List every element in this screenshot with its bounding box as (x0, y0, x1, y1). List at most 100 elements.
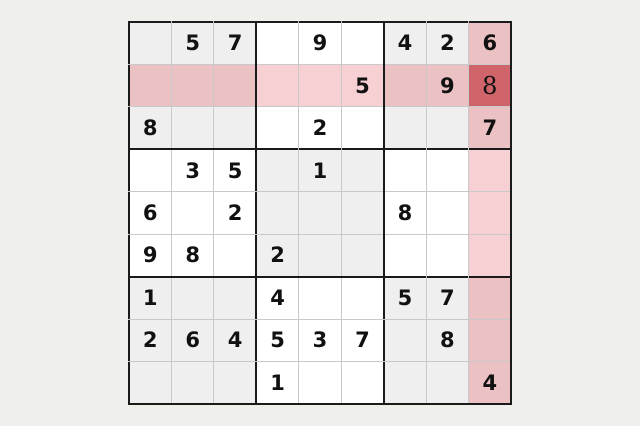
cell-r8c8[interactable]: 8 (426, 319, 469, 362)
cell-r6c2[interactable]: 8 (171, 234, 214, 277)
cell-r4c4[interactable] (256, 149, 299, 192)
given-digit: 6 (185, 328, 200, 353)
cell-r4c2[interactable]: 3 (171, 149, 214, 192)
cell-r1c7[interactable]: 4 (383, 22, 427, 65)
cell-r7c9[interactable] (468, 276, 511, 320)
cell-r6c9[interactable] (468, 234, 511, 277)
cell-r7c1[interactable]: 1 (129, 276, 172, 320)
given-digit: 6 (142, 200, 158, 225)
given-digit: 2 (227, 200, 243, 225)
cell-r2c1[interactable] (129, 64, 172, 107)
cell-r3c5[interactable]: 2 (298, 106, 342, 150)
cell-r4c9[interactable] (468, 149, 511, 192)
cell-r6c4[interactable]: 2 (256, 234, 299, 277)
cell-r4c1[interactable] (129, 149, 172, 192)
cell-r5c8[interactable] (426, 191, 469, 235)
cell-r4c6[interactable] (341, 149, 384, 192)
cell-r7c8[interactable]: 7 (426, 276, 469, 320)
cell-r1c5[interactable]: 9 (298, 22, 342, 65)
given-digit: 2 (312, 116, 328, 141)
given-digit: 2 (270, 243, 285, 268)
cell-r2c3[interactable] (213, 64, 257, 107)
cell-r5c7[interactable]: 8 (383, 191, 427, 235)
cell-r4c8[interactable] (426, 149, 469, 192)
cell-r9c2[interactable] (171, 361, 214, 404)
cell-grid-line (128, 361, 512, 363)
cell-r1c2[interactable]: 5 (171, 22, 214, 65)
cell-r6c8[interactable] (426, 234, 469, 277)
cell-r9c1[interactable] (129, 361, 172, 404)
cell-r1c4[interactable] (256, 22, 299, 65)
cell-r5c3[interactable]: 2 (213, 191, 257, 235)
cell-r8c5[interactable]: 3 (298, 319, 342, 362)
cell-r4c5[interactable]: 1 (298, 149, 342, 192)
cell-r4c7[interactable] (383, 149, 427, 192)
cell-r3c2[interactable] (171, 106, 214, 150)
cell-r1c9[interactable]: 6 (468, 22, 511, 65)
cell-r1c6[interactable] (341, 22, 384, 65)
cell-r8c6[interactable]: 7 (341, 319, 384, 362)
cell-r6c6[interactable] (341, 234, 384, 277)
cell-r8c4[interactable]: 5 (256, 319, 299, 362)
cell-r7c7[interactable]: 5 (383, 276, 427, 320)
cell-r7c2[interactable] (171, 276, 214, 320)
given-digit: 1 (270, 370, 285, 395)
cell-grid-line (425, 21, 427, 405)
cell-r3c1[interactable]: 8 (129, 106, 172, 150)
cell-r2c7[interactable] (383, 64, 427, 107)
box-border-line (510, 21, 512, 405)
cell-r7c5[interactable] (298, 276, 342, 320)
cell-r9c8[interactable] (426, 361, 469, 404)
cell-r3c3[interactable] (213, 106, 257, 150)
cell-r5c1[interactable]: 6 (129, 191, 172, 235)
cell-r8c1[interactable]: 2 (129, 319, 172, 362)
cell-r9c3[interactable] (213, 361, 257, 404)
given-digit: 9 (312, 31, 328, 56)
cell-r9c9[interactable]: 4 (468, 361, 511, 404)
cell-grid-line (128, 106, 512, 108)
cell-r5c5[interactable] (298, 191, 342, 235)
cell-r2c5[interactable] (298, 64, 342, 107)
cell-r1c1[interactable] (129, 22, 172, 65)
cell-r6c3[interactable] (213, 234, 257, 277)
cell-r2c9[interactable]: 8 (468, 64, 511, 107)
cell-r9c7[interactable] (383, 361, 427, 404)
cell-r3c6[interactable] (341, 106, 384, 150)
cell-r2c8[interactable]: 9 (426, 64, 469, 107)
cell-r7c4[interactable]: 4 (256, 276, 299, 320)
cell-r6c1[interactable]: 9 (129, 234, 172, 277)
cell-r5c2[interactable] (171, 191, 214, 235)
cell-r8c9[interactable] (468, 319, 511, 362)
cell-r7c6[interactable] (341, 276, 384, 320)
cell-r2c2[interactable] (171, 64, 214, 107)
cell-r2c6[interactable]: 5 (341, 64, 384, 107)
cell-r1c3[interactable]: 7 (213, 22, 257, 65)
entered-digit: 8 (482, 71, 498, 100)
given-digit: 5 (355, 73, 370, 98)
cell-r7c3[interactable] (213, 276, 257, 320)
box-border-line (255, 21, 258, 405)
cell-r8c7[interactable] (383, 319, 427, 362)
box-border-line (128, 21, 130, 405)
cell-r2c4[interactable] (256, 64, 299, 107)
cell-r3c9[interactable]: 7 (468, 106, 511, 150)
sudoku-board: 5 7 9 4 2 6 5 9 8 8 2 7 3 5 1 6 2 8 9 8 2 1 4 5 7 2 6 4 5 3 7 8 1 4 (128, 21, 512, 405)
cell-r9c6[interactable] (341, 361, 384, 404)
cell-r4c3[interactable]: 5 (213, 149, 257, 192)
cell-r3c8[interactable] (426, 106, 469, 150)
cell-r5c6[interactable] (341, 191, 384, 235)
cell-r8c2[interactable]: 6 (171, 319, 214, 362)
cell-r9c5[interactable] (298, 361, 342, 404)
cell-r3c7[interactable] (383, 106, 427, 150)
cell-r8c3[interactable]: 4 (213, 319, 257, 362)
cell-r5c9[interactable] (468, 191, 511, 235)
cell-r9c4[interactable]: 1 (256, 361, 299, 404)
cell-r5c4[interactable] (256, 191, 299, 235)
given-digit: 1 (142, 285, 158, 310)
cell-grid-line (298, 21, 300, 405)
cell-r6c7[interactable] (383, 234, 427, 277)
cell-r3c4[interactable] (256, 106, 299, 150)
cell-r1c8[interactable]: 2 (426, 22, 469, 65)
given-digit: 4 (397, 31, 413, 56)
cell-r6c5[interactable] (298, 234, 342, 277)
